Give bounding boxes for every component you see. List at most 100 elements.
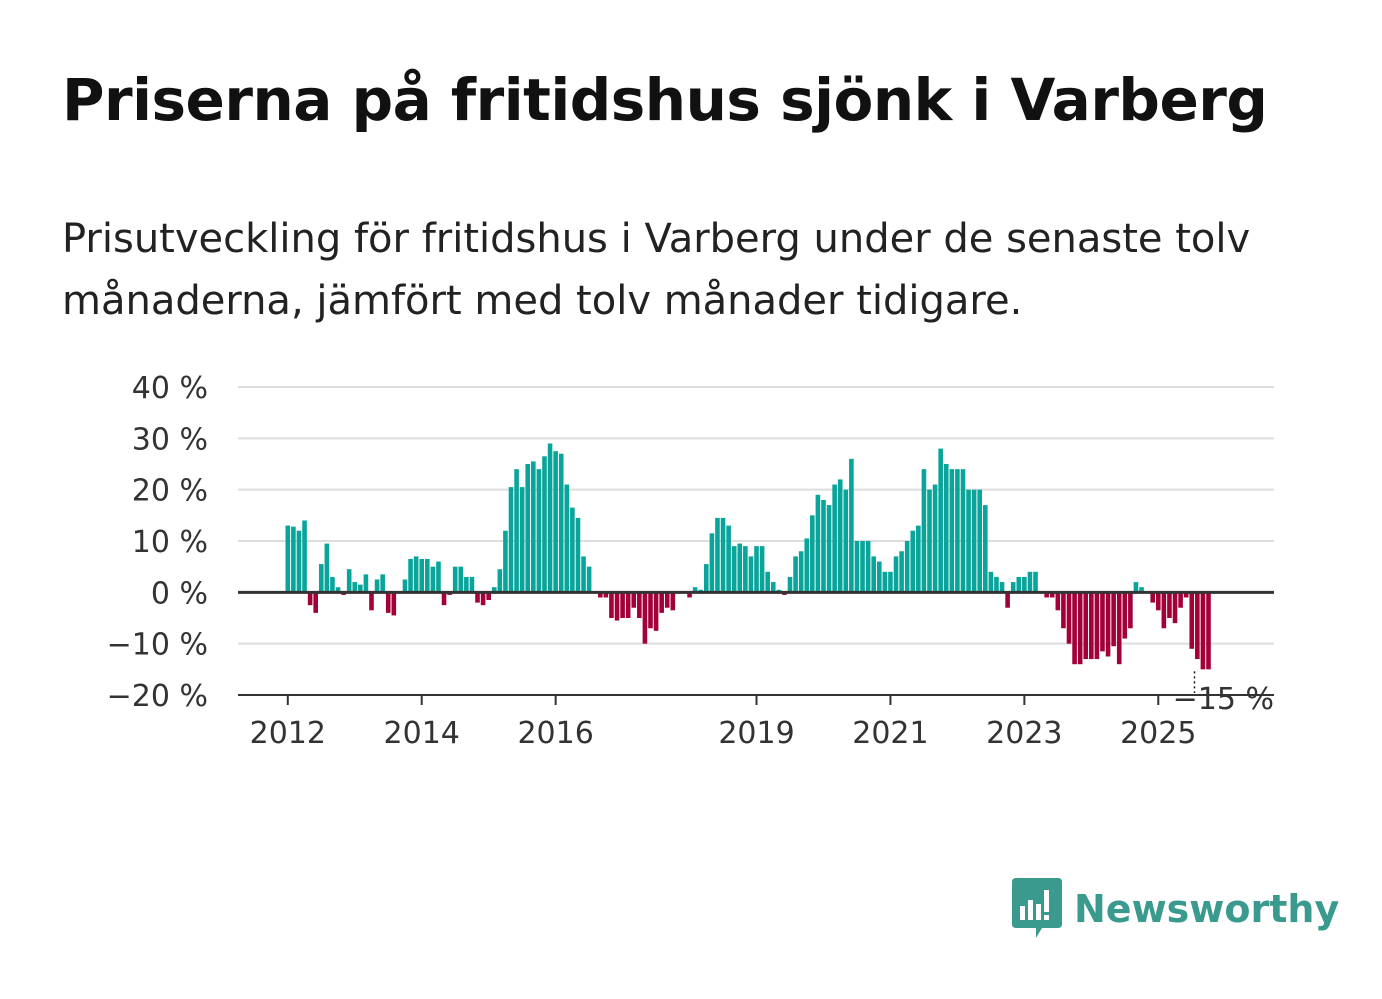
bar — [692, 587, 698, 593]
bar — [843, 489, 849, 593]
bar — [642, 592, 648, 644]
bar — [1061, 592, 1066, 629]
bar — [1033, 571, 1038, 593]
bar — [1167, 592, 1172, 618]
bar — [1128, 592, 1133, 629]
bar — [899, 551, 904, 593]
bar — [1027, 571, 1033, 593]
bar — [849, 458, 854, 593]
bar — [653, 592, 659, 631]
bar — [1010, 582, 1016, 593]
bar — [508, 487, 514, 593]
bar — [553, 451, 558, 593]
bar — [525, 464, 531, 593]
bar — [860, 541, 865, 593]
bar — [436, 561, 441, 593]
bar — [754, 546, 759, 593]
bar — [743, 546, 748, 593]
chart-subtitle: Prisutveckling för fritidshus i Varberg … — [62, 216, 1251, 324]
bar — [715, 517, 720, 593]
bar — [648, 592, 653, 629]
bar — [765, 571, 770, 593]
bar — [798, 551, 804, 593]
bar — [748, 556, 754, 593]
bar — [402, 579, 408, 593]
bar — [1161, 592, 1167, 629]
newsworthy-logo: Newsworthy — [1012, 878, 1339, 940]
bar — [1178, 592, 1183, 608]
bar — [793, 556, 798, 593]
bar — [346, 569, 352, 593]
y-tick-label: 20 % — [132, 474, 208, 509]
x-tick-label: 2019 — [718, 716, 794, 751]
bar — [865, 541, 871, 593]
bar — [430, 566, 436, 593]
y-tick-label: 30 % — [132, 422, 208, 457]
bar — [1172, 592, 1178, 624]
bar — [1072, 592, 1077, 665]
bar — [531, 461, 536, 593]
bar — [1066, 592, 1072, 644]
bar — [547, 443, 553, 593]
bar — [888, 571, 893, 593]
y-tick-label: 40 % — [132, 371, 208, 406]
bar-series — [285, 443, 1211, 670]
bar — [408, 558, 413, 593]
brand-name: Newsworthy — [1074, 887, 1340, 931]
bar — [307, 592, 313, 606]
bar — [1133, 582, 1139, 593]
x-tick-label: 2016 — [517, 716, 593, 751]
bar — [480, 592, 486, 606]
bar — [358, 584, 363, 593]
bar — [324, 543, 330, 593]
bar — [491, 587, 497, 593]
bar — [966, 489, 971, 593]
y-tick-label: −10 % — [107, 628, 208, 663]
bar — [419, 558, 425, 593]
bar — [603, 592, 609, 598]
bar — [285, 525, 291, 593]
y-axis-labels: 40 % 30 % 20 % 10 % 0 % −10 % −20 % — [107, 371, 208, 714]
bar — [664, 592, 670, 608]
bar — [1049, 592, 1055, 598]
x-tick-label: 2025 — [1120, 716, 1196, 751]
bar — [1200, 592, 1206, 670]
bar — [804, 538, 810, 593]
last-value-annotation: −15 % — [1173, 671, 1274, 717]
bar — [558, 453, 564, 593]
bar — [837, 479, 843, 593]
bar — [1016, 576, 1022, 593]
bar — [369, 592, 374, 611]
bar — [960, 469, 966, 593]
bar — [486, 592, 491, 601]
bar — [597, 592, 603, 598]
bar — [291, 526, 296, 593]
bar — [726, 525, 731, 593]
chart-title: Priserna på fritidshus sjönk i Varberg — [62, 66, 1268, 134]
bar — [570, 507, 575, 593]
bar — [1044, 592, 1049, 598]
bar — [385, 592, 391, 613]
bar — [1005, 592, 1010, 608]
bar — [787, 576, 793, 593]
bar — [994, 576, 999, 593]
newsworthy-bar-chart-icon — [1012, 878, 1062, 938]
bar — [296, 530, 302, 593]
bar — [452, 566, 458, 593]
bar — [1189, 592, 1195, 649]
bar — [938, 448, 943, 593]
bar — [916, 525, 921, 593]
bar — [464, 576, 469, 593]
bar — [441, 592, 447, 606]
bar — [659, 592, 664, 613]
bar — [1183, 592, 1189, 598]
bar — [910, 530, 916, 593]
bar — [1150, 592, 1155, 603]
bar — [380, 574, 385, 593]
bar — [1055, 592, 1061, 611]
bar — [1111, 592, 1116, 647]
bar — [330, 576, 335, 593]
bar — [871, 556, 876, 593]
bar — [1100, 592, 1105, 652]
bar-chart: 40 %30 %20 %10 %0 %−10 %−20 % 2012 2014 20… — [107, 371, 1274, 751]
